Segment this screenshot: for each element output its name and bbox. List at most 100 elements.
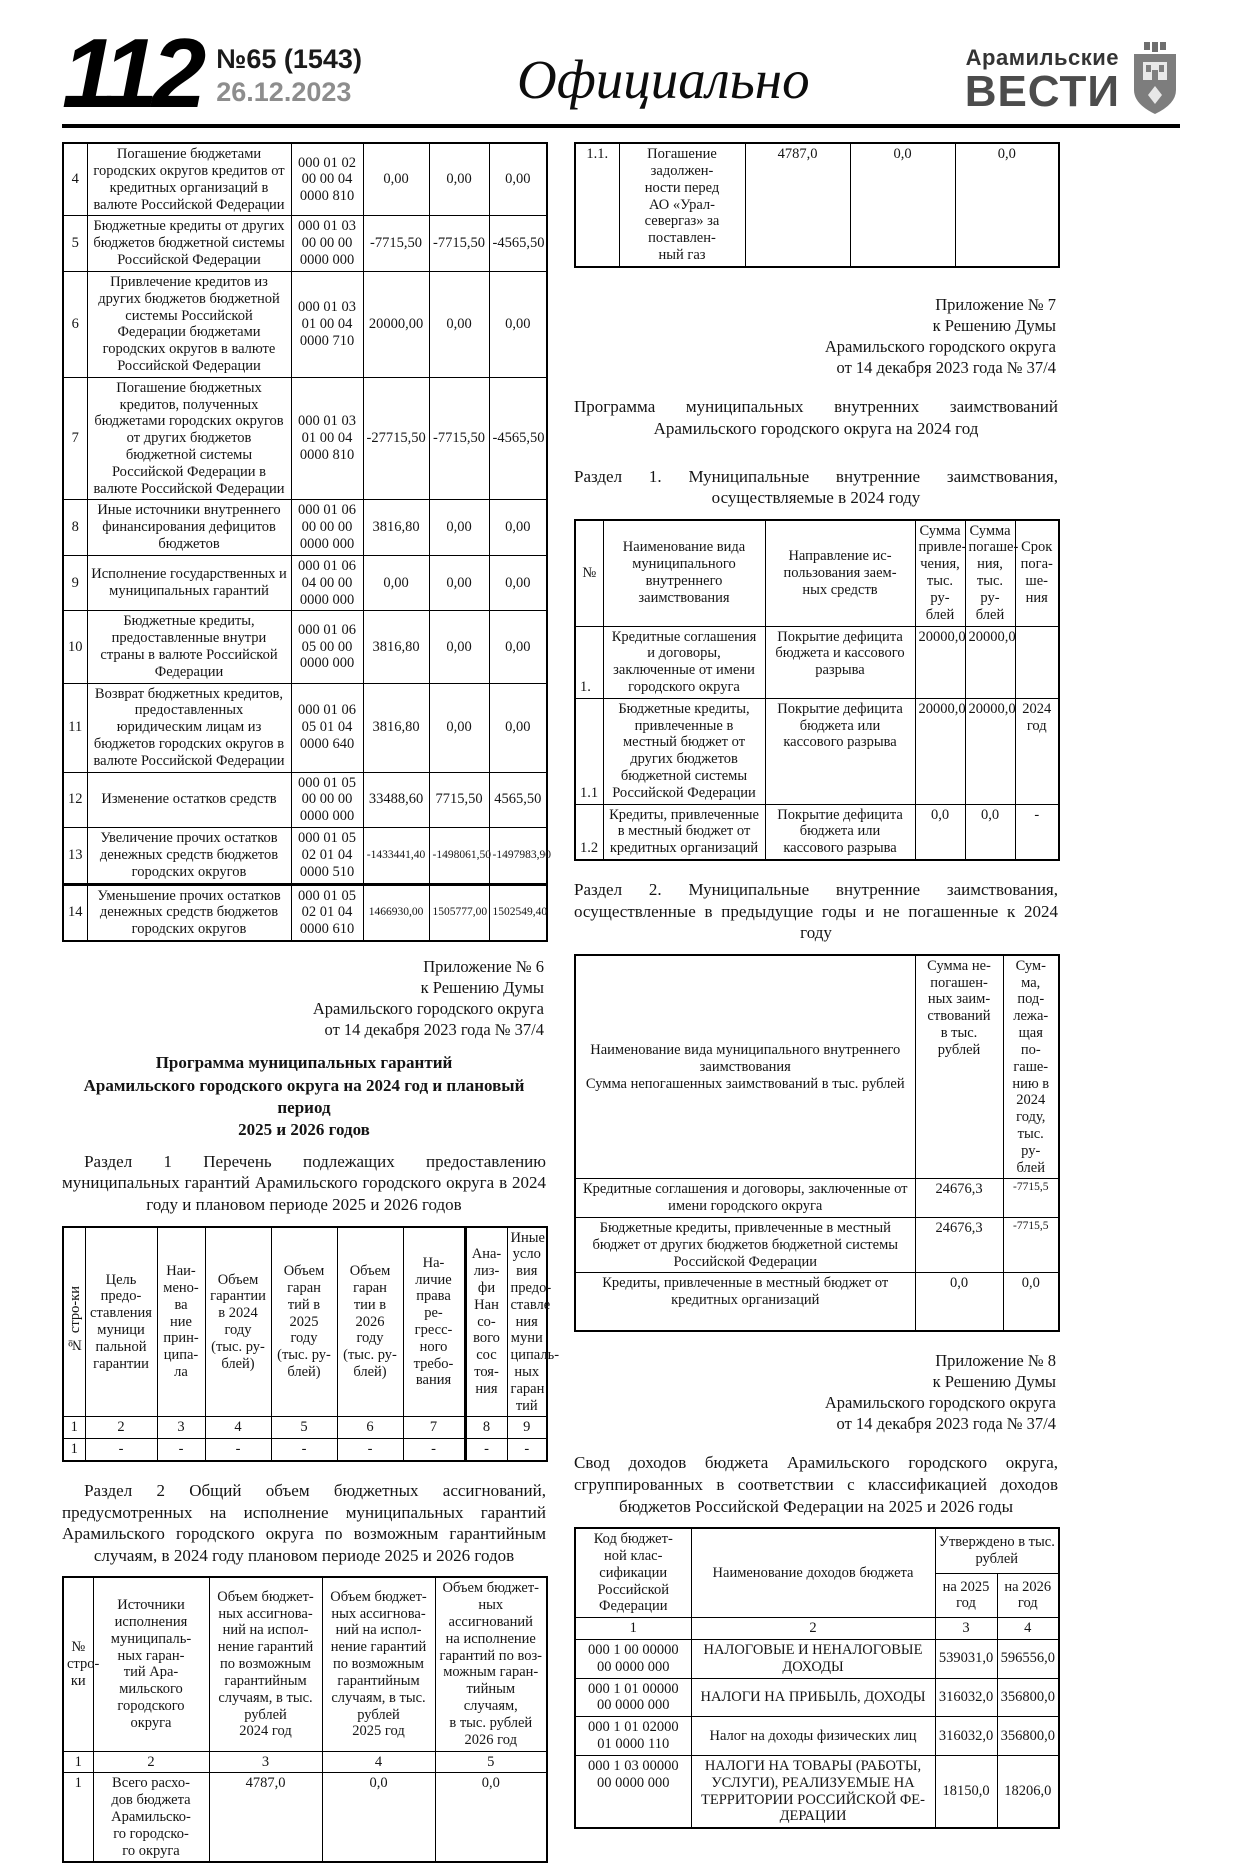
name-cell: Изменение остатков средств bbox=[86, 771, 292, 829]
right-column: 1.1. Погашение задолжен- ности перед АО … bbox=[574, 142, 1061, 1863]
name-cell: Возврат бюджетных кредитов, предоставлен… bbox=[86, 682, 292, 773]
column-numbers-row: 1 2 3 4 5 bbox=[62, 1750, 548, 1774]
header-cell: Сумма привле- чения, тыс. ру- блей bbox=[914, 519, 966, 627]
value-cell: 1502549,40 bbox=[488, 882, 548, 942]
code-cell: 000 1 01 00000 00 0000 000 bbox=[574, 1677, 692, 1718]
table-row: 9 Исполнение государственных и муниципал… bbox=[62, 554, 548, 612]
header-cell: № bbox=[574, 519, 604, 627]
value-cell: 0,0 bbox=[434, 1772, 548, 1863]
num-cell: 2 bbox=[690, 1617, 936, 1641]
income-summary-title: Свод доходов бюджета Арамильского городс… bbox=[574, 1453, 1058, 1516]
issue-date: 26.12.2023 bbox=[216, 77, 352, 107]
header-cell: Срок пога- ше- ния bbox=[1014, 519, 1060, 627]
value-cell: -4565,50 bbox=[488, 215, 548, 272]
header-row: Наименование вида муниципального внутрен… bbox=[574, 954, 1060, 1180]
num-cell: 5 bbox=[434, 1750, 548, 1774]
guarantee-assignments-table: № стро- ки Источники исполнения муниципа… bbox=[62, 1576, 548, 1863]
table-row: Кредиты, привлеченные в местный бюджет о… bbox=[574, 1272, 1060, 1332]
header-cell: Наименование вида муниципального внутрен… bbox=[574, 954, 916, 1180]
newspaper-logo: Арамильские ВЕСТИ bbox=[965, 42, 1180, 116]
table-row: 14 Уменьшение прочих остатков денежных с… bbox=[62, 882, 548, 942]
header-row: № Наименование вида муниципального внутр… bbox=[574, 519, 1060, 627]
num-cell: 5 bbox=[62, 215, 88, 272]
guarantees-list-table: № стро-ки Цель предо- ставления муници п… bbox=[62, 1225, 559, 1463]
dash-cell: - bbox=[270, 1438, 338, 1462]
value-cell: -1498061,50 bbox=[428, 827, 491, 885]
num-cell: 2 bbox=[84, 1416, 158, 1440]
table-row: 8 Иные источники внутреннего финансирова… bbox=[62, 499, 548, 556]
value-cell: 0,0 bbox=[914, 1272, 1004, 1332]
header-cell: На- личие права ре- гресс- ного требо- в… bbox=[402, 1226, 466, 1418]
num-cell: 1 bbox=[62, 1772, 94, 1863]
code-cell: 000 1 00 00000 00 0000 000 bbox=[574, 1639, 692, 1679]
value-cell: 24676,3 bbox=[914, 1178, 1004, 1219]
table-row: 1.1. Погашение задолжен- ности перед АО … bbox=[574, 142, 1060, 268]
name-cell: Кредиты, привлеченные в местный бюджет о… bbox=[602, 803, 766, 861]
value-cell: -7715,50 bbox=[428, 215, 490, 272]
borrowings-section-1-heading: Раздел 1. Муниципальные внутренние заимс… bbox=[574, 466, 1058, 508]
num-cell: 5 bbox=[270, 1416, 338, 1440]
num-cell: 1.2 bbox=[574, 803, 604, 861]
value-cell: 0,0 bbox=[321, 1772, 436, 1863]
dash-cell: - bbox=[84, 1438, 158, 1462]
value-cell: 0,00 bbox=[488, 270, 548, 378]
header-cell: Цель предо- ставления муници пальной гар… bbox=[84, 1226, 158, 1418]
header-cell: Объем бюджет- ных ассигнова- ний на испо… bbox=[321, 1576, 436, 1752]
value-cell: 4565,50 bbox=[488, 771, 548, 829]
value-cell: 356800,0 bbox=[996, 1716, 1060, 1756]
deficit-sources-table: 4 Погашение бюджетами городских округов … bbox=[62, 142, 551, 942]
header-cell: на 2026 год bbox=[996, 1572, 1060, 1619]
header-cell: Код бюджет- ной клас- сификации Российск… bbox=[574, 1527, 692, 1619]
header-cell: Наименование доходов бюджета bbox=[690, 1527, 936, 1619]
name-cell: НАЛОГИ НА ТОВАРЫ (РАБОТЫ, УСЛУГИ), РЕАЛИ… bbox=[690, 1754, 936, 1829]
value-cell: 20000,0 bbox=[964, 697, 1016, 805]
value-cell: 20000,0 bbox=[914, 697, 966, 805]
code-cell: 000 01 06 00 00 00 0000 000 bbox=[290, 499, 364, 556]
appendix-8-reference: Приложение № 8 к Решению Думы Арамильско… bbox=[824, 1350, 1056, 1434]
code-cell: 000 01 03 00 00 00 0000 000 bbox=[290, 215, 364, 272]
value-cell: -7715,50 bbox=[428, 376, 490, 501]
num-cell: 8 bbox=[62, 499, 88, 556]
num-cell: 8 bbox=[463, 1416, 508, 1440]
value-cell: 33488,60 bbox=[362, 771, 430, 829]
income-summary-table: Код бюджет- ной клас- сификации Российск… bbox=[574, 1527, 1061, 1830]
term-cell: 2024 год bbox=[1014, 697, 1060, 805]
num-cell: 7 bbox=[402, 1416, 466, 1440]
num-cell: 6 bbox=[336, 1416, 404, 1440]
num-cell: 9 bbox=[506, 1416, 548, 1440]
num-cell: 3 bbox=[156, 1416, 206, 1440]
num-cell: 9 bbox=[62, 554, 88, 612]
dash-cell: - bbox=[336, 1438, 404, 1462]
value-cell: 18150,0 bbox=[934, 1754, 998, 1829]
value-cell: 0,0 bbox=[1002, 1272, 1060, 1332]
header-cell: Объем гаран тий в 2025 году (тыс. ру- бл… bbox=[270, 1226, 338, 1418]
value-cell: 0,00 bbox=[362, 554, 430, 612]
num-cell: 6 bbox=[62, 270, 88, 378]
header-cell: Сумма не- погашен- ных заим- ствований в… bbox=[914, 954, 1004, 1180]
value-cell: 0,0 bbox=[964, 803, 1016, 861]
issue-block: №65 (1543) 26.12.2023 bbox=[216, 44, 362, 108]
value-cell: 316032,0 bbox=[934, 1677, 998, 1718]
value-cell: 0,00 bbox=[488, 142, 548, 217]
value-cell: -1497983,90 bbox=[488, 827, 551, 885]
value-cell: 0,00 bbox=[362, 142, 430, 217]
header-cell: Наименование вида муниципального внутрен… bbox=[602, 519, 766, 627]
table-row: 1.2 Кредиты, привлеченные в местный бюдж… bbox=[574, 803, 1060, 861]
purpose-cell: Покрытие дефицита бюджета и кассового ра… bbox=[764, 625, 916, 699]
value-cell: 7715,50 bbox=[428, 771, 490, 829]
value-cell: 20000,00 bbox=[362, 270, 430, 378]
code-cell: 000 1 03 00000 00 0000 000 bbox=[574, 1754, 692, 1829]
num-cell: 4 bbox=[204, 1416, 272, 1440]
value-cell: 0,00 bbox=[428, 682, 490, 773]
name-cell: Погашение задолжен- ности перед АО «Урал… bbox=[618, 142, 746, 268]
header-cell: Направление ис- пользования заем- ных ср… bbox=[764, 519, 916, 627]
name-cell: Бюджетные кредиты, предоставленные внутр… bbox=[86, 610, 292, 684]
value-cell: 0,00 bbox=[488, 610, 548, 684]
name-cell: Уменьшение прочих остатков денежных сред… bbox=[86, 882, 292, 942]
appendix-6-reference: Приложение № 6 к Решению Думы Арамильско… bbox=[312, 956, 544, 1040]
column-numbers-row: 1 2 3 4 bbox=[574, 1617, 1060, 1641]
table-row: 1 - - - - - - - - bbox=[62, 1438, 548, 1462]
num-cell: 3 bbox=[208, 1750, 323, 1774]
header-cell: Источники исполнения муниципаль- ных гар… bbox=[92, 1576, 210, 1752]
